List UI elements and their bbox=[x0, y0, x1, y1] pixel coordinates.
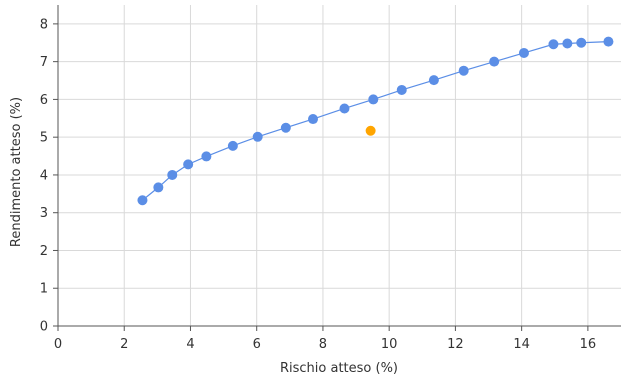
y-tick-label: 2 bbox=[40, 244, 48, 259]
data-point bbox=[548, 39, 558, 49]
y-tick-label: 0 bbox=[40, 320, 48, 335]
data-point bbox=[137, 195, 147, 205]
data-point bbox=[153, 182, 163, 192]
x-tick-label: 16 bbox=[580, 337, 597, 352]
x-tick-label: 2 bbox=[120, 337, 128, 352]
x-tick-label: 8 bbox=[319, 337, 327, 352]
grid bbox=[58, 5, 621, 326]
data-point bbox=[281, 123, 291, 133]
x-tick-label: 4 bbox=[186, 337, 194, 352]
y-tick-label: 5 bbox=[40, 131, 48, 146]
data-point bbox=[562, 39, 572, 49]
data-point bbox=[253, 132, 263, 142]
y-tick-label: 4 bbox=[40, 168, 48, 183]
data-point bbox=[459, 66, 469, 76]
data-point bbox=[366, 126, 376, 136]
data-point bbox=[228, 141, 238, 151]
y-tick-label: 1 bbox=[40, 282, 48, 297]
data-point bbox=[429, 75, 439, 85]
data-point bbox=[489, 57, 499, 67]
x-tick-label: 14 bbox=[513, 337, 530, 352]
x-tick-label: 12 bbox=[447, 337, 464, 352]
data-point bbox=[368, 94, 378, 104]
x-tick-label: 0 bbox=[54, 337, 62, 352]
x-tick-label: 10 bbox=[381, 337, 398, 352]
data-point bbox=[576, 38, 586, 48]
y-axis-title: Rendimento atteso (%) bbox=[9, 97, 24, 247]
data-point bbox=[183, 159, 193, 169]
data-point bbox=[519, 48, 529, 58]
axes bbox=[53, 5, 621, 331]
series-1 bbox=[366, 126, 376, 136]
y-tick-label: 3 bbox=[40, 206, 48, 221]
y-tick-label: 7 bbox=[40, 55, 48, 70]
data-point bbox=[201, 151, 211, 161]
x-axis-title: Rischio atteso (%) bbox=[280, 361, 398, 374]
x-tick-label: 6 bbox=[253, 337, 261, 352]
data-point bbox=[308, 114, 318, 124]
y-tick-label: 8 bbox=[40, 17, 48, 32]
data-point bbox=[339, 103, 349, 113]
data-point bbox=[167, 170, 177, 180]
data-point bbox=[397, 85, 407, 95]
y-tick-label: 6 bbox=[40, 93, 48, 108]
data-point bbox=[603, 37, 613, 47]
series-line bbox=[142, 42, 608, 201]
